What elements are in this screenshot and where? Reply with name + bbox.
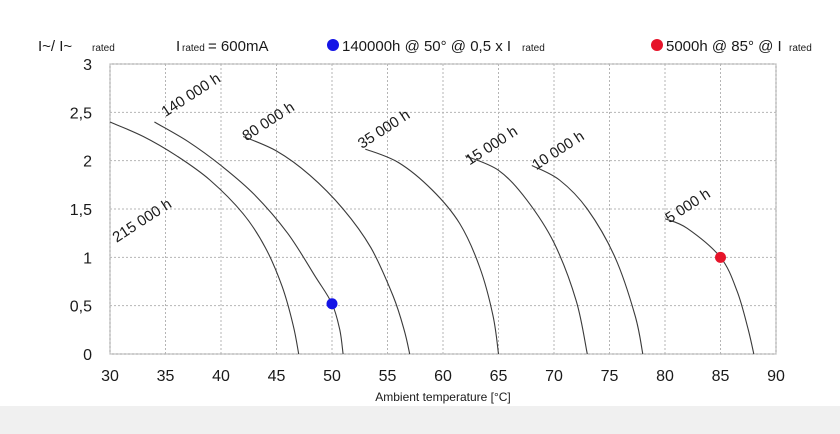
bottom-band bbox=[0, 406, 840, 434]
series-label: 140 000 h bbox=[158, 70, 223, 121]
x-tick-label: 60 bbox=[434, 368, 452, 385]
x-tick-label: 75 bbox=[601, 368, 619, 385]
y-axis-title: I~/ I~ rated bbox=[38, 38, 115, 55]
legend-blue-point: 140000h @ 50° @ 0,5 x I rated bbox=[327, 38, 545, 55]
series-line bbox=[109, 121, 300, 355]
x-tick-label: 45 bbox=[268, 368, 286, 385]
series-label: 35 000 h bbox=[355, 106, 413, 152]
x-tick-label: 30 bbox=[101, 368, 119, 385]
y-tick-label: 2 bbox=[83, 154, 92, 171]
y-tick-label: 1 bbox=[83, 250, 92, 267]
legend: I rated = 600mA 140000h @ 50° @ 0,5 x I … bbox=[176, 38, 812, 55]
legend-red-sub: rated bbox=[789, 43, 812, 54]
y-axis-title-sub: rated bbox=[92, 43, 115, 54]
data-point-marker bbox=[715, 251, 726, 263]
x-axis-title: Ambient temperature [°C] bbox=[375, 390, 511, 404]
series-label: 15 000 h bbox=[463, 123, 521, 169]
x-tick-label: 85 bbox=[712, 368, 730, 385]
x-tick-label: 55 bbox=[379, 368, 397, 385]
grid-layer bbox=[109, 63, 777, 355]
x-tick-label: 80 bbox=[656, 368, 674, 385]
y-tick-label: 3 bbox=[83, 57, 92, 74]
x-tick-label: 65 bbox=[490, 368, 508, 385]
x-tick-label: 50 bbox=[323, 368, 341, 385]
ticks-layer: 30 35 40 45 50 55 60 65 70 75 80 85 90 0 0,5 1 1,5 2 2,5 3 bbox=[70, 57, 785, 385]
x-tick-label: 35 bbox=[157, 368, 175, 385]
legend-rated-current-sub: rated bbox=[182, 43, 205, 54]
series-line bbox=[154, 121, 344, 355]
series-label: 10 000 h bbox=[529, 128, 587, 174]
series-line bbox=[365, 148, 500, 355]
legend-red-text: 5000h @ 85° @ I bbox=[666, 38, 782, 55]
y-tick-label: 2,5 bbox=[70, 105, 92, 122]
legend-rated-current-value: = 600mA bbox=[208, 38, 268, 55]
legend-blue-marker bbox=[327, 39, 339, 51]
x-tick-label: 40 bbox=[212, 368, 230, 385]
legend-red-point: 5000h @ 85° @ I rated bbox=[651, 38, 812, 55]
series-label: 80 000 h bbox=[239, 99, 297, 145]
legend-blue-sub: rated bbox=[522, 43, 545, 54]
series-line bbox=[531, 165, 644, 355]
y-tick-label: 0 bbox=[83, 347, 92, 364]
series-label: 5 000 h bbox=[662, 185, 713, 227]
x-tick-label: 90 bbox=[767, 368, 785, 385]
data-point-marker bbox=[326, 298, 338, 310]
series-line bbox=[664, 218, 755, 355]
y-tick-label: 0,5 bbox=[70, 299, 92, 316]
y-axis-title-main: I~/ I~ bbox=[38, 38, 72, 55]
y-tick-label: 1,5 bbox=[70, 202, 92, 219]
legend-rated-current: I rated = 600mA bbox=[176, 38, 268, 55]
legend-red-marker bbox=[651, 39, 663, 51]
legend-blue-text: 140000h @ 50° @ 0,5 x I bbox=[342, 38, 511, 55]
series-line bbox=[464, 155, 588, 355]
series-line bbox=[242, 135, 411, 355]
markers-layer bbox=[326, 251, 726, 310]
legend-rated-current-prefix: I bbox=[176, 38, 180, 55]
x-tick-label: 70 bbox=[545, 368, 563, 385]
